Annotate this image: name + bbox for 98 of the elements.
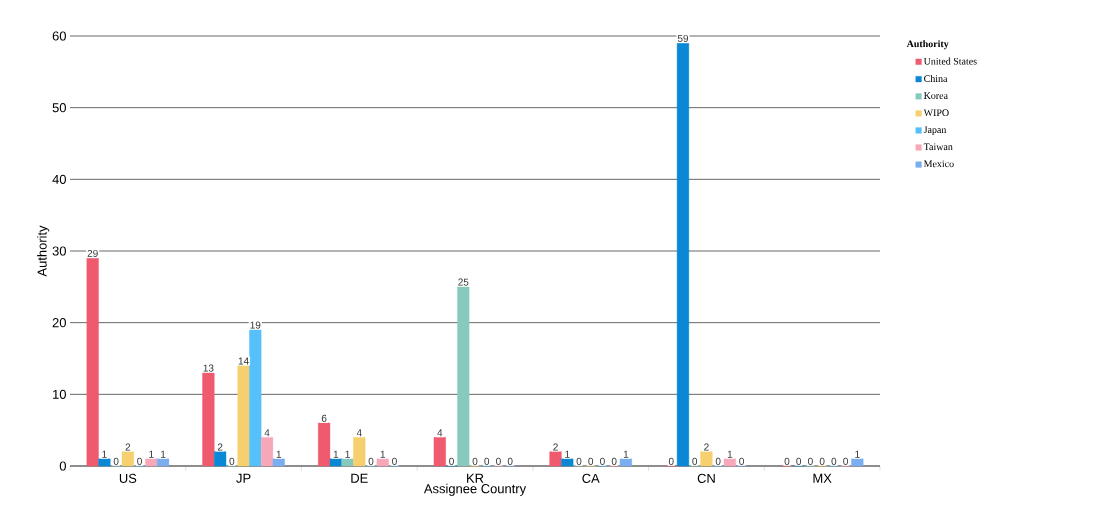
data-label: 0 [392, 457, 397, 465]
y-axis-title: Authority [37, 225, 50, 277]
data-label: 1 [855, 450, 860, 458]
legend-label: WIPO [923, 109, 949, 117]
data-label: 2 [553, 443, 558, 451]
data-label: 1 [380, 450, 386, 458]
y-tick-label: 40 [52, 174, 66, 184]
bar [202, 372, 215, 467]
data-label: 0 [611, 457, 617, 465]
data-label: 1 [727, 450, 733, 458]
data-label: 1 [565, 450, 570, 458]
data-label: 2 [217, 443, 223, 451]
legend-label: Korea [923, 92, 948, 99]
data-label: 59 [677, 34, 689, 42]
data-label: 2 [704, 443, 709, 451]
data-label: 0 [368, 457, 374, 465]
bar [700, 451, 713, 467]
data-label: 0 [819, 457, 825, 465]
data-label: 4 [264, 429, 270, 437]
y-tick-label: 10 [53, 389, 66, 399]
bar [676, 42, 690, 467]
data-label: 25 [458, 278, 469, 286]
legend-label: Japan [923, 126, 947, 136]
x-tick-label: KR [467, 473, 484, 483]
bar [121, 451, 134, 467]
data-label: 0 [229, 457, 235, 465]
data-label: 0 [739, 457, 744, 465]
x-tick-label: CN [697, 473, 715, 483]
bar [98, 458, 111, 467]
data-label: 0 [715, 457, 721, 465]
data-label: 29 [87, 249, 98, 257]
data-label: 1 [149, 450, 154, 458]
data-label: 0 [496, 457, 501, 465]
x-axis-title: Assignee Country [423, 483, 527, 496]
bar [156, 458, 170, 467]
bar [214, 451, 227, 467]
data-label: 0 [576, 457, 582, 465]
data-label: 0 [692, 457, 698, 465]
y-tick-label: 60 [52, 31, 66, 41]
data-label: 1 [161, 450, 166, 458]
data-label: 0 [449, 457, 454, 465]
data-label: 0 [472, 457, 478, 465]
y-tick-label: 30 [52, 246, 66, 256]
y-tick-label: 20 [52, 318, 66, 328]
legend-label: Mexico [923, 160, 954, 168]
data-label: 1 [345, 450, 350, 458]
data-label: 1 [102, 450, 107, 458]
legend-label: Taiwan [923, 143, 953, 151]
y-tick-label: 50 [52, 103, 66, 113]
data-label: 0 [137, 457, 142, 465]
bar [329, 458, 342, 467]
bar [237, 365, 250, 467]
bar [561, 458, 574, 467]
bar [249, 329, 262, 467]
data-label: 0 [588, 457, 594, 465]
bar [260, 437, 274, 467]
legend-label: United States [923, 57, 977, 65]
bar [433, 437, 446, 467]
x-tick-label: MX [813, 473, 832, 483]
data-label: 1 [276, 450, 282, 458]
data-label: 1 [623, 450, 629, 458]
data-label: 0 [796, 457, 802, 465]
data-label: 0 [808, 457, 813, 465]
legend-title: Authority [906, 40, 949, 50]
data-label: 0 [484, 457, 490, 465]
bar [549, 451, 562, 467]
data-label: 4 [356, 429, 362, 437]
data-label: 2 [125, 443, 131, 451]
bar [86, 257, 99, 467]
bar [457, 286, 470, 467]
bar [318, 422, 331, 467]
bar [619, 458, 632, 467]
legend-label: China [924, 74, 948, 82]
data-label: 6 [321, 414, 327, 422]
data-label: 0 [113, 457, 119, 465]
bar [851, 458, 864, 467]
bar [145, 458, 158, 467]
bar [272, 458, 285, 467]
bar [353, 437, 366, 467]
data-label: 19 [250, 321, 261, 329]
x-tick-label: CA [582, 473, 600, 483]
data-label: 13 [203, 364, 214, 372]
bar [723, 458, 736, 467]
x-tick-label: DE [351, 473, 368, 483]
data-label: 1 [333, 450, 339, 458]
x-tick-label: JP [236, 473, 251, 483]
y-tick-label: 0 [59, 461, 66, 471]
data-label: 0 [600, 457, 605, 465]
data-label: 0 [843, 457, 848, 465]
data-label: 4 [437, 429, 443, 437]
x-tick-label: US [119, 473, 137, 483]
bar [376, 458, 389, 467]
data-label: 0 [784, 457, 790, 465]
data-label: 0 [668, 457, 674, 465]
data-label: 0 [831, 457, 837, 465]
data-label: 14 [238, 357, 249, 365]
bar [341, 458, 354, 467]
data-label: 0 [507, 457, 513, 465]
